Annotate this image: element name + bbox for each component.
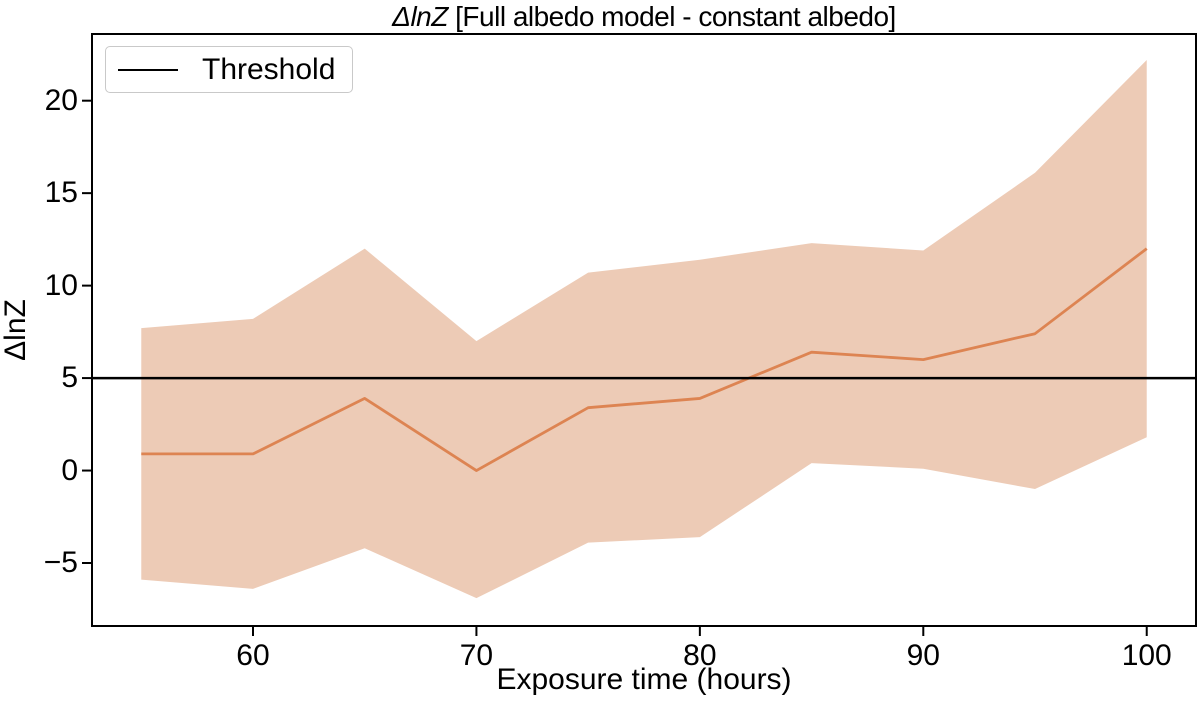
chart-title: ΔlnZ [Full albedo model - constant albed… xyxy=(91,1,1197,33)
legend-threshold-line-sample xyxy=(118,68,178,71)
median-line xyxy=(141,247,1148,472)
y-axis-label: ΔlnZ xyxy=(0,299,32,361)
y-tick-label: 20 xyxy=(44,83,78,117)
x-tick-label: 60 xyxy=(236,639,270,672)
y-tick-label: 5 xyxy=(61,361,78,395)
x-tick-label: 100 xyxy=(1121,639,1172,672)
x-tick-label: 80 xyxy=(683,639,717,672)
chart-title-math: ΔlnZ xyxy=(392,1,448,32)
x-tick-label: 70 xyxy=(459,639,494,672)
y-tick-label: 10 xyxy=(44,268,78,302)
x-tick-label: 90 xyxy=(906,639,940,672)
x-axis-label: Exposure time (hours) xyxy=(496,663,792,696)
y-tick-label: 0 xyxy=(61,453,78,487)
plot-border xyxy=(91,33,1197,627)
y-tick-label: 15 xyxy=(44,176,78,210)
uncertainty-band xyxy=(141,60,1147,599)
legend-threshold-label: Threshold xyxy=(202,52,336,86)
chart-title-text: [Full albedo model - constant albedo] xyxy=(447,1,896,32)
y-tick-label: −5 xyxy=(43,546,78,579)
legend: Threshold xyxy=(105,46,353,93)
